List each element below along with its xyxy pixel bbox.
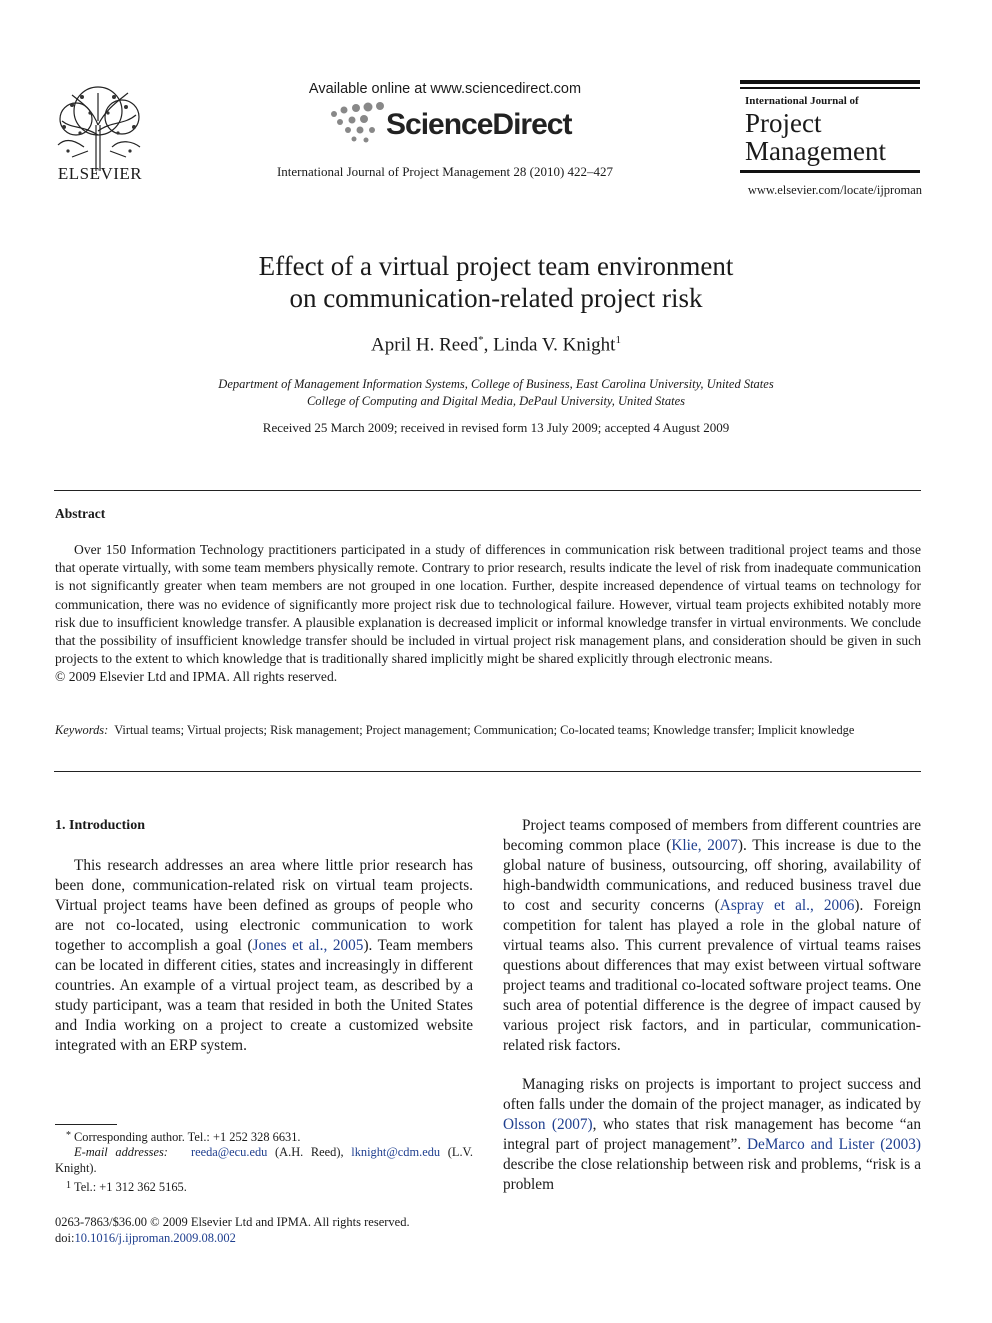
available-online-text: Available online at www.sciencedirect.co…: [308, 81, 582, 97]
email-link[interactable]: lknight@cdm.edu: [351, 1145, 441, 1159]
journal-name-line2: Management: [745, 136, 886, 166]
journal-url[interactable]: www.elsevier.com/locate/ijproman: [747, 183, 922, 197]
footnote-text: (A.H. Reed),: [267, 1145, 352, 1159]
footnote-text: Corresponding author. Tel.: +1 252 328 6…: [74, 1130, 301, 1144]
article-title: Effect of a virtual project team environ…: [120, 250, 872, 314]
footnote-text: Tel.: +1 312 362 5165.: [74, 1180, 187, 1194]
citation-link[interactable]: Olsson (2007): [503, 1116, 593, 1133]
sciencedirect-wordmark: ScienceDirect: [386, 108, 572, 141]
keywords-list: Virtual teams; Virtual projects; Risk ma…: [114, 723, 855, 737]
footnote: E-mail addresses: reeda@ecu.edu (A.H. Re…: [55, 1144, 473, 1176]
author-name[interactable]: April H. Reed: [371, 334, 479, 356]
abstract-bottom-rule: [54, 771, 921, 772]
doi-link[interactable]: 10.1016/j.ijproman.2009.08.002: [74, 1231, 236, 1245]
body-paragraph: Project teams composed of members from d…: [503, 816, 921, 1056]
abstract-body-text: Over 150 Information Technology practiti…: [55, 542, 921, 667]
doi-line: doi:10.1016/j.ijproman.2009.08.002: [55, 1231, 236, 1246]
footnote-text: (L.V. Knight).: [55, 1145, 473, 1175]
email-link[interactable]: reeda@ecu.edu: [190, 1145, 268, 1159]
author-name[interactable]: Linda V. Knight: [493, 334, 616, 356]
footnote-rule: [55, 1124, 117, 1125]
body-paragraph: This research addresses an area where li…: [55, 856, 473, 1056]
footnote-mark: *: [66, 1130, 71, 1141]
paragraph-text: ). Team members can be located in differ…: [55, 937, 473, 1054]
paragraph-text: Managing risks on projects is important …: [503, 1076, 921, 1113]
paragraph-text: ). Foreign competition for talent has pl…: [503, 897, 921, 1054]
article-title-line2: on communication-related project risk: [289, 283, 703, 313]
corresponding-author-mark[interactable]: *: [478, 334, 484, 346]
received-dates: Received 25 March 2009; received in revi…: [262, 420, 730, 435]
affiliation: Department of Management Information Sys…: [218, 377, 774, 391]
footnote: * Corresponding author. Tel.: +1 252 328 …: [55, 1128, 473, 1145]
keywords: Keywords: Virtual teams; Virtual project…: [55, 722, 921, 739]
abstract-text: Over 150 Information Technology practiti…: [55, 541, 921, 687]
journal-logo-rule: [740, 80, 920, 84]
issn-line: 0263-7863/$36.00 © 2009 Elsevier Ltd and…: [55, 1215, 410, 1229]
footnote: 1 Tel.: +1 312 362 5165.: [55, 1178, 473, 1195]
sciencedirect-dots-icon: [331, 102, 384, 143]
author-separator: ,: [483, 334, 494, 356]
doi-label: doi:: [55, 1231, 75, 1245]
citation-link[interactable]: DeMarco and Lister (2003): [746, 1136, 921, 1153]
elsevier-tree-logo: [57, 86, 141, 171]
abstract-heading: Abstract: [55, 506, 106, 521]
body-paragraph: Managing risks on projects is important …: [503, 1075, 921, 1195]
paragraph-text: Project teams composed of members from d…: [503, 817, 921, 854]
copyright-line: © 2009 Elsevier Ltd and IPMA. All rights…: [55, 669, 338, 685]
paragraph-text: This research addresses an area where li…: [55, 857, 473, 954]
journal-name: Project Management: [745, 109, 886, 165]
author-list: April H. Reed*, Linda V. Knight1: [120, 334, 872, 356]
publisher-name: ELSEVIER: [57, 164, 143, 183]
paragraph-text: describe the close relationship between …: [503, 1156, 921, 1193]
citation-link[interactable]: Klie, 2007: [671, 837, 738, 854]
abstract-top-rule: [54, 490, 921, 491]
article-title-line1: Effect of a virtual project team environ…: [258, 251, 734, 281]
citation-link[interactable]: Aspray et al., 2006: [719, 897, 855, 914]
affiliation: College of Computing and Digital Media, …: [306, 394, 686, 408]
paragraph-text: , who states that risk management has be…: [503, 1116, 921, 1153]
email-label: E-mail addresses:: [74, 1145, 168, 1159]
citation-link[interactable]: Jones et al., 2005: [252, 937, 364, 954]
journal-logo-rule: [740, 170, 920, 173]
journal-citation: International Journal of Project Managem…: [276, 164, 614, 179]
section-heading: 1. Introduction: [55, 818, 145, 833]
journal-name-prefix: International Journal of: [745, 95, 859, 107]
paragraph-text: ). This increase is due to the global na…: [503, 837, 921, 914]
footnote-mark: 1: [66, 1180, 71, 1191]
footnote-mark[interactable]: 1: [615, 334, 621, 346]
keywords-label: Keywords:: [55, 723, 109, 737]
journal-name-line1: Project: [745, 108, 822, 138]
journal-logo-rule: [740, 87, 920, 89]
